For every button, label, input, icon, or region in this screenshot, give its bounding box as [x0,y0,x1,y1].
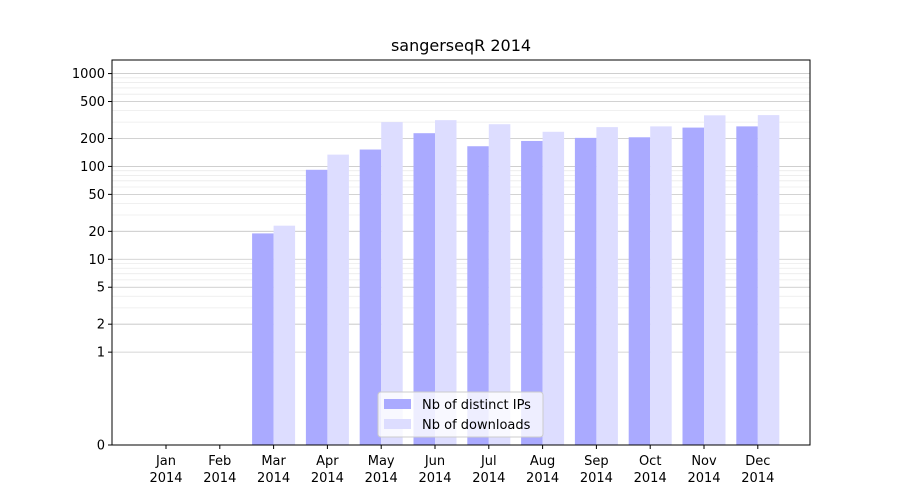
chart-title: sangerseqR 2014 [391,36,531,55]
bar-downloads [488,124,511,445]
x-tick-label-month: Jan [155,454,176,469]
x-tick-label-year: 2014 [365,471,398,486]
x-tick-label-year: 2014 [472,471,505,486]
bar-distinct-ips [574,137,597,445]
bar-downloads [757,115,780,445]
bar-distinct-ips [628,137,651,445]
y-tick-label: 20 [88,225,105,240]
x-tick-label-year: 2014 [687,471,720,486]
y-tick-label: 50 [88,188,105,203]
x-tick-label-month: Jun [424,454,445,469]
x-tick-label-month: Sep [584,454,609,469]
bar-downloads [381,122,403,446]
y-tick-label: 100 [80,160,105,175]
bar-distinct-ips [736,126,758,445]
x-tick-label-month: May [368,454,395,469]
x-tick-label-month: Dec [745,454,770,469]
plot-frame [111,59,811,446]
bar-distinct-ips [467,146,489,445]
bar-distinct-ips [305,169,328,445]
x-tick-label-year: 2014 [526,471,559,486]
bar-distinct-ips [252,233,274,445]
bar-distinct-ips [682,127,704,445]
x-tick-label-year: 2014 [149,471,182,486]
x-tick-label-year: 2014 [741,471,774,486]
bar-distinct-ips [413,133,435,445]
bar-downloads [273,225,296,445]
x-tick-label-year: 2014 [418,471,451,486]
bar-downloads [596,127,618,446]
x-tick-label-year: 2014 [580,471,613,486]
y-tick-label: 0 [97,439,105,454]
x-tick-label-year: 2014 [257,471,290,486]
x-tick-label-month: Nov [691,454,717,469]
y-tick-label: 500 [80,95,105,110]
bar-distinct-ips [521,140,543,445]
legend-label: Nb of distinct IPs [422,398,531,413]
x-tick-label-year: 2014 [634,471,667,486]
bar-downloads [542,131,565,445]
legend-swatch [384,419,411,429]
y-tick-label: 5 [97,281,105,296]
bar-downloads [435,120,457,446]
x-tick-label-month: Jul [480,454,497,469]
bar-downloads [327,154,349,445]
bar-downloads [650,126,672,445]
x-tick-label-month: Aug [530,454,555,469]
x-tick-label-year: 2014 [311,471,344,486]
x-tick-label-month: Apr [316,454,339,469]
x-tick-label-year: 2014 [203,471,236,486]
bar-downloads [704,115,726,445]
y-tick-label: 1 [97,346,105,361]
x-tick-label-month: Oct [639,454,661,469]
y-tick-label: 2 [97,318,105,333]
legend: Nb of distinct IPs Nb of downloads [377,391,544,438]
legend-swatch [384,399,411,409]
x-tick-label-month: Mar [261,454,286,469]
legend-label: Nb of downloads [422,418,531,433]
bar-distinct-ips [359,149,382,445]
legend-box [377,391,544,438]
y-tick-label: 1000 [72,67,105,82]
y-tick-label: 10 [88,253,105,268]
y-tick-label: 200 [80,132,105,147]
x-tick-label-month: Feb [208,454,231,469]
